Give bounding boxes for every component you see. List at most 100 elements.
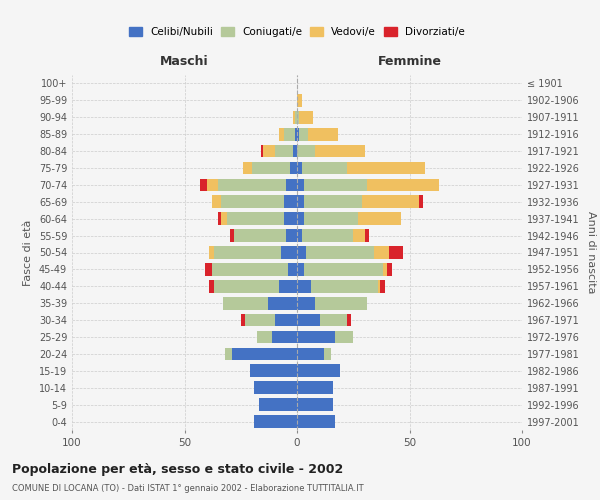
Bar bbox=[286, 230, 297, 242]
Bar bbox=[279, 280, 297, 292]
Bar bbox=[311, 280, 378, 292]
Bar bbox=[286, 178, 297, 191]
Bar bbox=[304, 196, 362, 208]
Bar bbox=[306, 246, 373, 259]
Bar bbox=[207, 178, 218, 191]
Bar bbox=[365, 230, 369, 242]
Bar bbox=[200, 178, 207, 191]
Bar bbox=[293, 144, 297, 158]
Bar bbox=[212, 263, 288, 276]
Bar bbox=[214, 280, 279, 292]
Bar bbox=[297, 162, 302, 174]
Bar bbox=[218, 212, 221, 225]
Bar bbox=[281, 246, 297, 259]
Bar bbox=[209, 246, 214, 259]
Bar bbox=[259, 398, 297, 411]
Bar bbox=[297, 280, 311, 292]
Text: COMUNE DI LOCANA (TO) - Dati ISTAT 1° gennaio 2002 - Elaborazione TUTTITALIA.IT: COMUNE DI LOCANA (TO) - Dati ISTAT 1° ge… bbox=[12, 484, 364, 493]
Bar bbox=[367, 178, 439, 191]
Bar bbox=[308, 128, 337, 140]
Bar bbox=[297, 415, 335, 428]
Bar bbox=[229, 230, 234, 242]
Bar bbox=[358, 212, 401, 225]
Bar bbox=[268, 297, 297, 310]
Bar bbox=[297, 330, 335, 344]
Bar bbox=[223, 297, 268, 310]
Bar bbox=[304, 212, 358, 225]
Bar bbox=[362, 196, 419, 208]
Bar bbox=[221, 212, 227, 225]
Bar bbox=[252, 162, 290, 174]
Bar bbox=[297, 144, 315, 158]
Bar bbox=[335, 330, 353, 344]
Bar bbox=[275, 314, 297, 326]
Bar bbox=[250, 364, 297, 377]
Bar bbox=[243, 162, 252, 174]
Bar bbox=[284, 212, 297, 225]
Bar bbox=[221, 196, 284, 208]
Bar bbox=[297, 128, 299, 140]
Bar bbox=[353, 230, 365, 242]
Bar bbox=[347, 314, 351, 326]
Bar bbox=[299, 128, 308, 140]
Bar bbox=[232, 348, 297, 360]
Bar bbox=[261, 144, 263, 158]
Bar bbox=[304, 263, 383, 276]
Bar bbox=[297, 230, 302, 242]
Bar bbox=[212, 196, 221, 208]
Bar bbox=[279, 128, 284, 140]
Bar bbox=[295, 128, 297, 140]
Bar bbox=[241, 314, 245, 326]
Bar bbox=[297, 178, 304, 191]
Bar bbox=[290, 162, 297, 174]
Bar bbox=[297, 263, 304, 276]
Bar bbox=[383, 263, 387, 276]
Text: Popolazione per età, sesso e stato civile - 2002: Popolazione per età, sesso e stato civil… bbox=[12, 462, 343, 475]
Bar bbox=[254, 415, 297, 428]
Bar bbox=[297, 196, 304, 208]
Bar bbox=[297, 348, 324, 360]
Bar bbox=[209, 280, 214, 292]
Y-axis label: Fasce di età: Fasce di età bbox=[23, 220, 33, 286]
Bar bbox=[347, 162, 425, 174]
Bar bbox=[324, 348, 331, 360]
Bar bbox=[297, 94, 302, 106]
Bar bbox=[304, 178, 367, 191]
Bar bbox=[302, 230, 353, 242]
Bar bbox=[218, 178, 286, 191]
Bar bbox=[315, 297, 367, 310]
Bar bbox=[297, 111, 299, 124]
Bar bbox=[389, 246, 403, 259]
Bar bbox=[378, 280, 380, 292]
Bar bbox=[297, 382, 333, 394]
Bar bbox=[234, 230, 286, 242]
Bar bbox=[297, 364, 340, 377]
Bar bbox=[297, 212, 304, 225]
Bar bbox=[263, 144, 275, 158]
Bar bbox=[315, 144, 365, 158]
Bar bbox=[272, 330, 297, 344]
Bar bbox=[387, 263, 392, 276]
Bar bbox=[225, 348, 232, 360]
Bar bbox=[373, 246, 389, 259]
Bar bbox=[284, 128, 295, 140]
Bar bbox=[275, 144, 293, 158]
Text: Femmine: Femmine bbox=[377, 55, 442, 68]
Bar bbox=[297, 246, 306, 259]
Bar bbox=[254, 382, 297, 394]
Bar bbox=[320, 314, 347, 326]
Bar bbox=[295, 111, 297, 124]
Legend: Celibi/Nubili, Coniugati/e, Vedovi/e, Divorziati/e: Celibi/Nubili, Coniugati/e, Vedovi/e, Di… bbox=[126, 24, 468, 40]
Bar bbox=[284, 196, 297, 208]
Bar bbox=[299, 111, 313, 124]
Text: Maschi: Maschi bbox=[160, 55, 209, 68]
Bar bbox=[293, 111, 295, 124]
Bar bbox=[288, 263, 297, 276]
Bar bbox=[297, 314, 320, 326]
Bar bbox=[302, 162, 347, 174]
Bar bbox=[419, 196, 423, 208]
Bar bbox=[227, 212, 284, 225]
Y-axis label: Anni di nascita: Anni di nascita bbox=[586, 211, 596, 294]
Bar bbox=[245, 314, 275, 326]
Bar bbox=[297, 297, 315, 310]
